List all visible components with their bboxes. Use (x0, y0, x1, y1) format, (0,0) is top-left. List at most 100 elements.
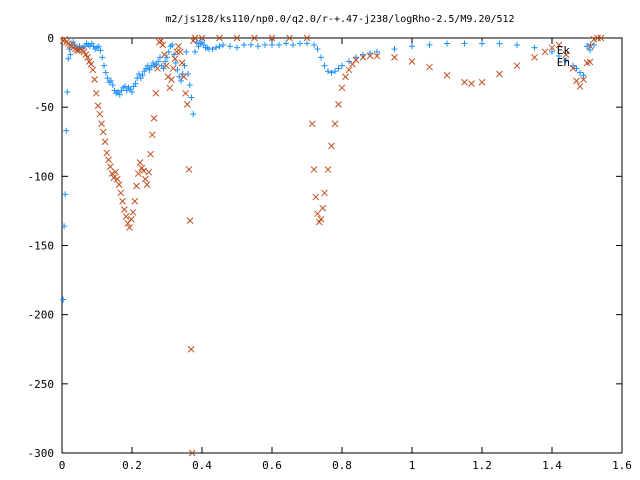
axis-ticks: 0 0.2 0.4 0.6 0.8 1 1.2 1.4 1.6 0 -50 -100 -150 -200 -… (28, 32, 632, 472)
data-point (573, 77, 580, 85)
data-point (91, 76, 98, 83)
x-tick-label: 0.8 (332, 459, 352, 472)
data-point (479, 40, 485, 47)
data-point (103, 149, 111, 157)
data-point (122, 213, 130, 220)
series-eh (59, 34, 605, 457)
data-point (286, 34, 293, 42)
data-point (155, 58, 162, 65)
data-point (303, 34, 311, 42)
data-point (143, 181, 151, 188)
data-point (171, 55, 179, 63)
data-point (374, 48, 380, 55)
data-point (312, 193, 320, 201)
data-point (541, 48, 549, 56)
y-tick: -300 (28, 447, 622, 460)
data-point (192, 48, 198, 55)
x-tick: 0 (59, 38, 66, 472)
data-point (139, 72, 146, 79)
data-point (213, 44, 219, 51)
data-point (409, 43, 415, 50)
data-point (216, 43, 223, 50)
x-tick-label: 1.2 (472, 459, 492, 472)
data-point (352, 56, 360, 64)
data-point (95, 43, 102, 50)
data-point (106, 163, 114, 171)
data-point (408, 58, 416, 65)
data-point (162, 62, 170, 70)
data-point (174, 66, 181, 73)
x-tick: 1 (409, 38, 416, 472)
data-point (180, 73, 188, 81)
data-point (324, 166, 332, 173)
data-point (227, 43, 233, 50)
data-point (168, 76, 175, 83)
data-point (115, 181, 123, 188)
data-point (154, 65, 161, 72)
data-point (164, 73, 172, 81)
data-point (308, 120, 316, 128)
data-point (569, 65, 577, 72)
data-point (141, 175, 149, 183)
y-tick-label: -50 (34, 101, 54, 114)
data-point (590, 36, 598, 43)
data-point (175, 42, 182, 50)
data-point (92, 89, 100, 97)
data-point (63, 127, 70, 134)
x-tick-label: 1 (409, 459, 416, 472)
y-tick-label: 0 (47, 32, 54, 45)
data-point (89, 66, 97, 74)
data-point (248, 41, 254, 48)
y-tick-label: -100 (28, 170, 55, 183)
data-point (580, 72, 587, 79)
data-point (120, 206, 128, 213)
legend-label: Ek (557, 44, 571, 57)
data-point (166, 84, 174, 92)
data-point (136, 159, 144, 166)
data-point (220, 41, 226, 48)
data-point (276, 41, 282, 48)
data-point (186, 82, 193, 89)
data-point (157, 37, 165, 45)
data-point (555, 41, 563, 49)
data-point (345, 66, 353, 74)
data-point (597, 34, 605, 42)
x-tick-label: 0 (59, 459, 66, 472)
data-point (549, 48, 555, 55)
data-point (251, 34, 258, 42)
data-point (101, 138, 109, 146)
data-point (159, 41, 167, 49)
data-point (216, 34, 223, 42)
data-point (573, 65, 580, 72)
x-tick: 0.2 (122, 38, 142, 472)
legend-entry: Eh (557, 56, 594, 69)
data-point (97, 47, 104, 54)
data-point (188, 94, 195, 101)
data-point (426, 63, 433, 71)
data-point (269, 41, 275, 48)
data-point (310, 166, 318, 173)
x-tick: 1.6 (612, 38, 632, 472)
data-point (587, 42, 594, 50)
data-point (331, 120, 339, 128)
legend-entry: Ek (557, 44, 593, 57)
data-point (342, 73, 349, 81)
data-point (391, 46, 398, 53)
data-point (126, 224, 133, 231)
data-point (514, 41, 520, 48)
data-point (162, 58, 169, 65)
data-point (102, 69, 109, 76)
data-point (60, 296, 67, 303)
data-point (262, 41, 268, 48)
x-tick-label: 1.4 (542, 459, 562, 472)
y-tick-label: -300 (28, 447, 55, 460)
plot-frame (61, 37, 623, 454)
data-point (283, 40, 289, 47)
data-point (169, 65, 177, 72)
data-point (304, 40, 310, 47)
data-point (233, 34, 241, 42)
data-point (148, 131, 156, 139)
data-point (335, 65, 342, 72)
data-point (176, 73, 183, 80)
